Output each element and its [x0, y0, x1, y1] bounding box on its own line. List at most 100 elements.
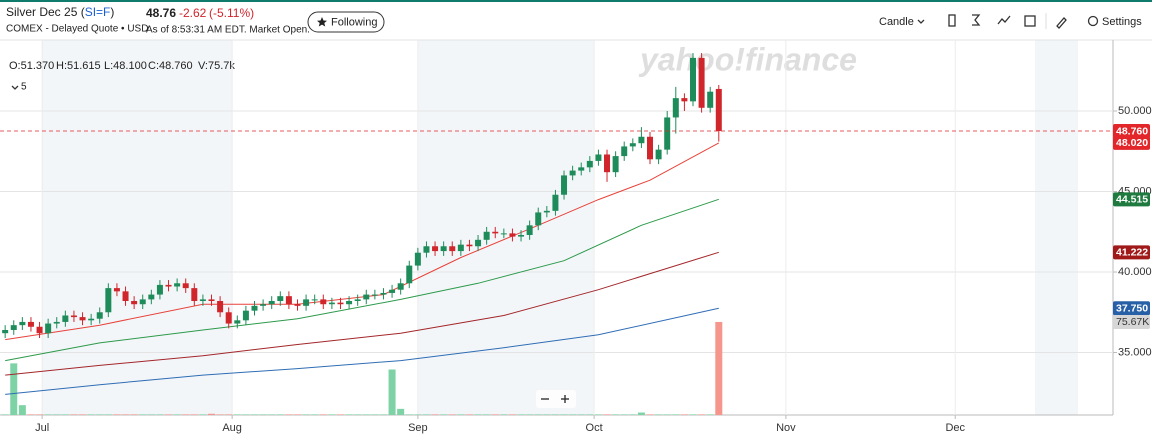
candle-body — [156, 284, 163, 295]
candle-body — [595, 154, 602, 161]
candle-body — [389, 289, 396, 293]
chart-type-menu[interactable]: Candle — [879, 16, 925, 28]
candle-body — [260, 304, 267, 306]
candle-body — [242, 310, 249, 321]
candle-body — [139, 299, 146, 305]
chevron[interactable] — [11, 85, 19, 90]
y-tick-label: 35.000 — [1118, 346, 1152, 358]
month-band — [1035, 40, 1078, 415]
price-tag — [1113, 135, 1150, 150]
candle-body — [638, 136, 645, 144]
volume-bar — [302, 414, 310, 415]
volume-bar — [569, 414, 577, 415]
volume-bar — [173, 414, 181, 415]
volume-bar — [706, 414, 714, 415]
volume-bar — [689, 414, 697, 415]
candle-body — [492, 231, 499, 234]
candle-body — [88, 318, 95, 321]
volume-bar — [715, 321, 723, 415]
volume-bar — [646, 414, 654, 415]
candle-body — [552, 194, 559, 211]
candle-body — [354, 299, 361, 302]
ohlc-value: H:51.615 — [56, 60, 101, 72]
volume-bar — [517, 414, 525, 415]
volume-bar — [586, 414, 594, 415]
volume-bar — [27, 414, 35, 415]
volume-bar — [311, 414, 319, 415]
candle-body — [647, 136, 654, 160]
moving-average-line — [5, 307, 719, 395]
candle-body — [122, 291, 129, 302]
volume-bar — [594, 414, 602, 415]
candle-body — [79, 317, 86, 321]
price: 48.76 — [146, 6, 176, 20]
volume-bar — [431, 414, 439, 415]
price-tag — [1113, 192, 1150, 207]
candle-body — [466, 244, 473, 247]
draw-icon[interactable] — [997, 15, 1011, 25]
volume-bar — [268, 414, 276, 415]
candle-body — [182, 283, 189, 289]
candle-body — [518, 234, 525, 237]
candle-body — [10, 325, 17, 330]
volume-bar — [500, 414, 508, 415]
candle-body — [629, 143, 636, 147]
volume-tag-label: 75.67K — [1116, 316, 1149, 328]
volume-bar — [79, 414, 87, 415]
volume-bar — [457, 414, 465, 415]
follow-button[interactable]: Following — [307, 11, 385, 33]
candle-body — [689, 57, 696, 102]
ohlc-value: C:48.760 — [148, 60, 193, 72]
volume-bar — [328, 414, 336, 415]
volume-bar — [285, 414, 293, 415]
volume-bar — [560, 414, 568, 415]
zoom-control[interactable] — [536, 390, 576, 408]
candle-body — [707, 91, 714, 108]
price-tag — [1113, 245, 1150, 260]
settings-button[interactable]: Settings — [1087, 15, 1143, 28]
candle-body — [612, 156, 619, 173]
button-frame — [307, 11, 385, 33]
candle-body — [672, 98, 679, 118]
events-icon[interactable] — [1024, 15, 1036, 27]
volume-bar — [577, 414, 585, 415]
volume-bar — [543, 414, 551, 415]
volume-bar — [672, 414, 680, 415]
candle-body — [500, 233, 507, 235]
month-band — [418, 40, 594, 415]
candle-body — [578, 167, 585, 171]
x-tick-label: Dec — [945, 422, 965, 434]
candle-body — [19, 321, 26, 326]
volume-bar — [508, 414, 516, 415]
candle-body — [191, 288, 198, 302]
x-tick-label: Oct — [586, 422, 603, 434]
candle-body — [277, 296, 284, 302]
volume-bar — [612, 414, 620, 415]
compare-icon[interactable] — [948, 14, 956, 27]
indicators-icon[interactable] — [972, 14, 981, 26]
settings-label: Settings — [1102, 16, 1142, 28]
ohlc-value: L:48.100 — [104, 60, 147, 72]
annotate-icon[interactable] — [1056, 17, 1067, 29]
price-tag-label: 44.515 — [1116, 194, 1148, 206]
month-band — [42, 40, 232, 415]
volume-bar — [629, 414, 637, 415]
candle-body — [457, 244, 464, 252]
candle-body — [303, 299, 310, 306]
candle-body — [397, 283, 404, 290]
candle-body — [208, 299, 215, 302]
change-pct: (-5.11%) — [209, 6, 254, 20]
symbol[interactable]: SI=F — [85, 5, 111, 19]
watermark: yahoo!finance — [638, 41, 857, 77]
volume-bar — [36, 414, 44, 415]
indicator-count[interactable]: 5 — [21, 82, 27, 93]
candle-body — [406, 265, 413, 284]
candle-body — [535, 212, 542, 226]
ohlc-value: O:51.370 — [9, 60, 54, 72]
candle-body — [526, 225, 533, 235]
gear-icon — [1087, 15, 1099, 27]
volume-bar — [147, 414, 155, 415]
price-tag — [1113, 123, 1150, 138]
candle-body — [113, 288, 120, 292]
volume-bar — [61, 414, 69, 415]
